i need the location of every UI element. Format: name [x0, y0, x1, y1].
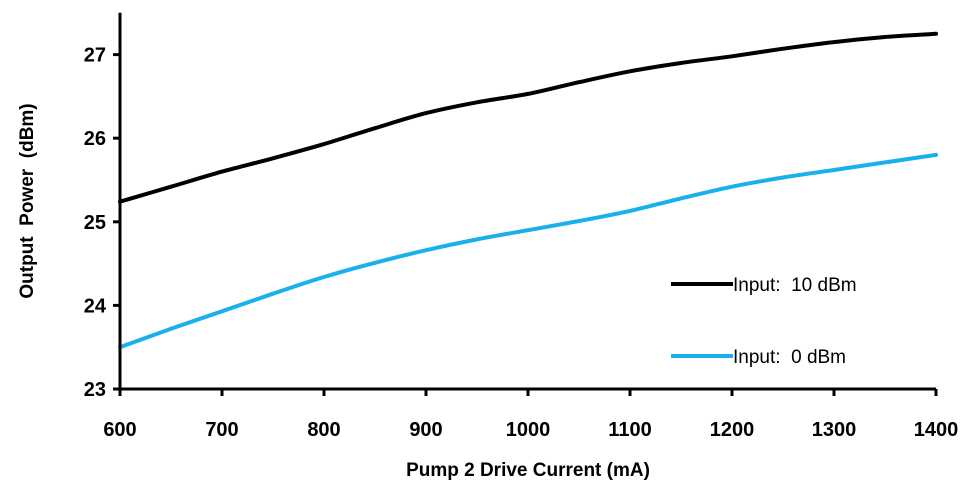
- y-tick-label: 23: [84, 379, 106, 401]
- y-tick-label: 27: [84, 45, 106, 67]
- x-tick-label: 1200: [710, 419, 755, 441]
- series-line-input-0-dbm: [118, 152, 938, 350]
- y-tick-label: 26: [84, 128, 106, 150]
- x-axis-title: Pump 2 Drive Current (mA): [406, 460, 650, 481]
- series-line-input-10-dbm: [118, 31, 938, 204]
- x-tick-label: 700: [205, 419, 238, 441]
- axes: [113, 12, 938, 396]
- legend-label: Input: 10 dBm: [733, 275, 857, 296]
- x-tick-label: 900: [409, 419, 442, 441]
- x-tick-label: 1000: [506, 419, 551, 441]
- legend-label: Input: 0 dBm: [733, 347, 846, 368]
- x-tick-label: 1100: [608, 419, 651, 441]
- legend: Input: 10 dBm Input: 0 dBm: [671, 275, 857, 368]
- y-axis-title: Output Power (dBm): [17, 103, 38, 298]
- y-tick-label: 25: [84, 212, 106, 234]
- y-tick-label: 24: [84, 295, 107, 317]
- series-layer: [118, 31, 938, 350]
- tick-labels: 23 24 25 26 27 600 700 800 900 1000 1100 1200 1300 14…: [84, 45, 959, 441]
- x-tick-label: 800: [307, 419, 340, 441]
- x-tick-label: 1300: [812, 419, 857, 441]
- x-tick-label: 600: [103, 419, 136, 441]
- x-tick-label: 1400: [914, 419, 959, 441]
